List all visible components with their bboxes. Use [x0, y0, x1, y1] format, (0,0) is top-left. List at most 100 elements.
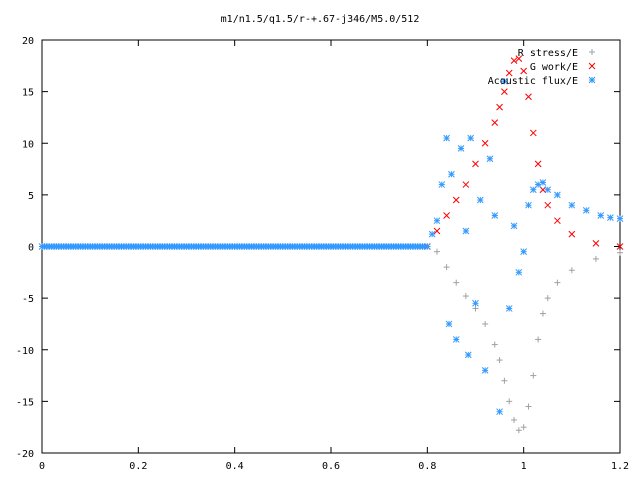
legend-label: Acoustic flux/E	[488, 76, 578, 87]
point-0-15	[530, 372, 537, 379]
point-1-13	[520, 67, 528, 75]
point-2-30	[582, 207, 590, 214]
point-0-17	[539, 310, 546, 317]
point-0-2	[443, 264, 450, 271]
point-2-2	[433, 217, 441, 225]
x-tick-label: 0.6	[322, 461, 340, 472]
point-0-3	[453, 279, 460, 286]
legend-marker	[589, 49, 595, 55]
point-2-28	[554, 191, 561, 199]
legend-label: G work/E	[530, 62, 578, 73]
point-1-1	[433, 227, 441, 235]
point-2-26	[539, 179, 547, 186]
y-tick-label: 0	[28, 243, 34, 254]
point-2-16	[491, 212, 499, 219]
point-0-13	[520, 424, 527, 431]
series-1	[423, 55, 624, 250]
series-0	[424, 243, 623, 434]
legend-marker	[588, 62, 596, 70]
point-0-6	[482, 320, 489, 327]
point-1-19	[554, 217, 561, 225]
point-2-25	[534, 181, 542, 188]
x-tick-label: 1	[521, 461, 527, 472]
acoustic-flux-baseline	[38, 243, 429, 250]
legend: R stress/E G work/E Acoustic flux/E	[488, 48, 596, 87]
point-1-5	[472, 160, 479, 168]
point-2-1	[428, 230, 436, 238]
point-2-20	[510, 222, 518, 230]
point-1-7	[491, 119, 499, 126]
point-2-12	[472, 299, 479, 307]
y-tick-label: -20	[16, 449, 34, 460]
point-2-7	[452, 336, 460, 343]
point-1-14	[525, 93, 532, 101]
point-1-9	[501, 88, 508, 95]
point-2-13	[476, 196, 484, 204]
point-2-22	[520, 248, 528, 256]
point-2-6	[448, 170, 455, 178]
point-0-22	[617, 249, 623, 256]
point-1-6	[481, 139, 489, 147]
point-2-4	[443, 134, 450, 142]
point-2-33	[616, 215, 624, 222]
point-0-9	[501, 377, 508, 384]
y-tick-label: -10	[16, 346, 34, 357]
point-2-19	[505, 305, 513, 312]
y-tick-label: -5	[22, 294, 34, 305]
point-2-17	[496, 408, 503, 416]
point-0-19	[554, 279, 561, 286]
point-0-7	[491, 341, 498, 348]
point-2-14	[481, 367, 489, 374]
point-1-20	[568, 230, 576, 238]
legend-marker	[588, 76, 596, 84]
point-1-18	[544, 201, 552, 209]
point-1-22	[616, 243, 624, 250]
point-2-11	[467, 134, 475, 142]
point-0-14	[525, 403, 532, 410]
point-1-15	[529, 129, 537, 137]
point-2-27	[544, 186, 552, 194]
point-0-5	[472, 305, 479, 312]
point-2-5	[445, 320, 453, 328]
point-1-16	[534, 160, 542, 168]
point-2-8	[457, 145, 465, 152]
point-0-4	[462, 293, 469, 300]
point-0-8	[496, 357, 503, 364]
point-2-23	[525, 201, 532, 209]
point-2-0	[423, 243, 431, 250]
point-0-12	[515, 427, 522, 434]
x-tick-label: 0.2	[129, 461, 147, 472]
point-1-4	[462, 181, 470, 188]
point-0-11	[511, 416, 518, 423]
point-0-20	[568, 267, 575, 274]
y-tick-label: 5	[28, 191, 34, 202]
point-0-18	[544, 295, 551, 302]
chart-title: m1/n1.5/q1.5/r-+.67-j346/M5.0/512	[221, 14, 420, 25]
point-2-32	[607, 214, 614, 221]
point-1-10	[505, 69, 513, 77]
x-tick-label: 1.2	[611, 461, 629, 472]
x-tick-label: 0	[39, 461, 45, 472]
point-1-2	[443, 212, 450, 219]
legend-label: R stress/E	[518, 48, 578, 59]
x-tick-label: 0.8	[418, 461, 436, 472]
series-layer	[38, 55, 624, 434]
point-2-3	[438, 181, 446, 188]
series-2	[423, 77, 624, 416]
point-2-15	[486, 155, 494, 163]
x-tick-label: 0.4	[226, 461, 244, 472]
x-axis: 0 0.2 0.4 0.6 0.8 1 1.2	[39, 40, 629, 472]
y-tick-label: 20	[22, 36, 34, 47]
point-2-18	[501, 77, 508, 85]
y-tick-label: 15	[22, 88, 34, 99]
point-2-21	[515, 268, 523, 276]
point-1-11	[510, 57, 518, 65]
point-2-29	[568, 201, 576, 209]
point-2-10	[464, 351, 472, 359]
point-0-16	[535, 336, 542, 343]
y-tick-label: -15	[16, 397, 34, 408]
point-1-21	[592, 240, 600, 247]
point-1-3	[452, 196, 460, 204]
point-1-12	[515, 55, 523, 62]
